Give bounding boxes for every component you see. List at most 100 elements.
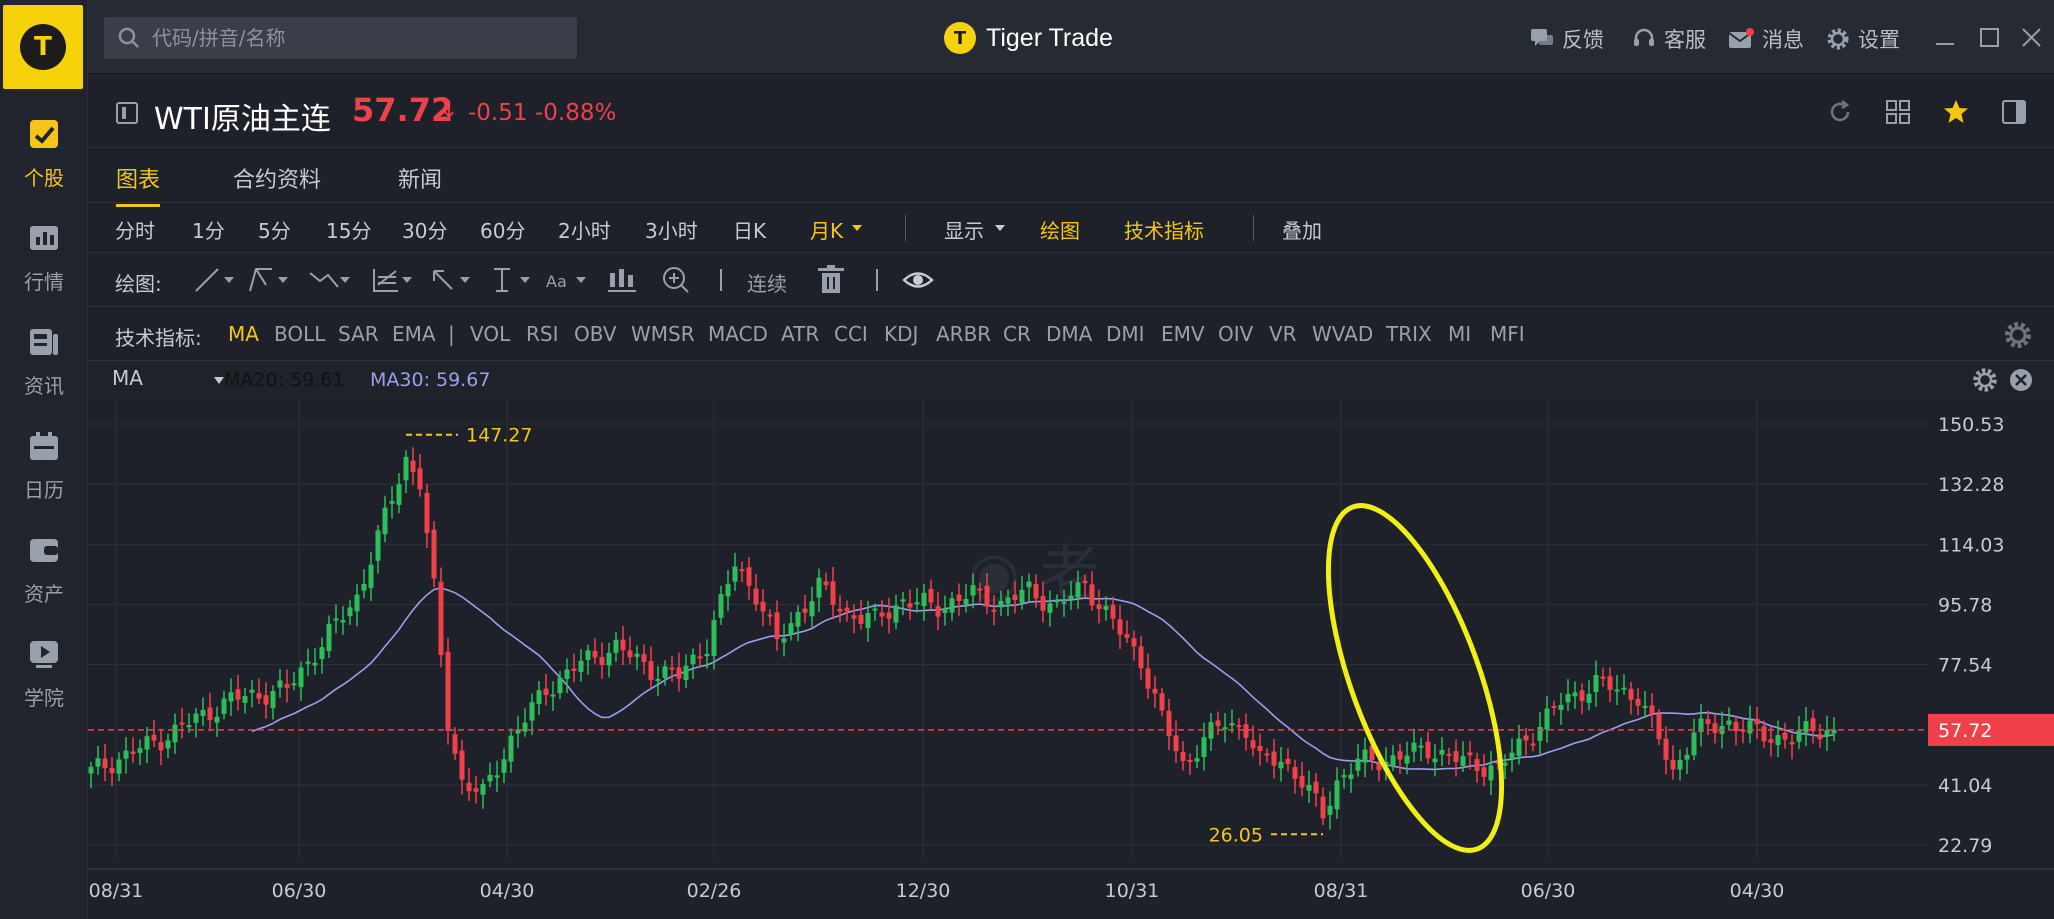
candle-body: [893, 605, 899, 623]
candle-body: [1761, 726, 1767, 742]
indicator-trix[interactable]: TRIX: [1386, 322, 1432, 346]
settings-button[interactable]: 设置: [1826, 24, 1900, 54]
candle-body: [998, 600, 1004, 608]
candle-body: [837, 608, 843, 612]
text-cursor-tool-icon[interactable]: [488, 265, 532, 295]
candle-body: [1040, 596, 1046, 611]
sidebar-item-market[interactable]: 行情: [0, 212, 88, 308]
fibonacci-tool-icon[interactable]: [370, 265, 414, 295]
candle-body: [1306, 784, 1312, 791]
bar-chart-icon: [30, 226, 58, 250]
indicator-wmsr[interactable]: WMSR: [631, 322, 695, 346]
minimize-icon[interactable]: [1930, 22, 1960, 52]
tab-news[interactable]: 新闻: [398, 168, 443, 193]
indicator-ema[interactable]: EMA: [392, 322, 436, 346]
indicator-oiv[interactable]: OIV: [1218, 322, 1254, 346]
ma-select[interactable]: MA: [112, 366, 224, 394]
indicator-vr[interactable]: VR: [1269, 322, 1297, 346]
indicator-atr[interactable]: ATR: [781, 322, 820, 346]
feedback-button[interactable]: 反馈: [1530, 24, 1604, 54]
search-input[interactable]: [152, 17, 562, 59]
period-15min[interactable]: 15分: [326, 219, 372, 243]
trash-icon[interactable]: [812, 265, 856, 295]
indicator-kdj[interactable]: KDJ: [884, 322, 919, 346]
tab-chart[interactable]: 图表: [116, 162, 161, 207]
indicator-ma[interactable]: MA: [228, 322, 259, 346]
display-menu-button[interactable]: 显示: [944, 219, 984, 243]
refresh-icon[interactable]: [1826, 98, 1854, 126]
tiger-logo[interactable]: T: [3, 5, 83, 89]
candle-body: [1551, 705, 1557, 708]
service-button[interactable]: 客服: [1632, 24, 1706, 54]
period-1min[interactable]: 1分: [192, 219, 225, 243]
candle-body: [830, 581, 836, 605]
indicator-rsi[interactable]: RSI: [526, 322, 559, 346]
feedback-label: 反馈: [1562, 28, 1604, 52]
sidebar-item-news[interactable]: 资讯: [0, 316, 88, 412]
indicator-dma[interactable]: DMA: [1046, 322, 1093, 346]
period-60min[interactable]: 60分: [480, 219, 526, 243]
candle-tool-icon[interactable]: [604, 265, 648, 295]
chart-grid: [88, 399, 2054, 870]
period-30min[interactable]: 30分: [402, 219, 448, 243]
star-icon[interactable]: [1942, 98, 1970, 126]
side-panel-icon[interactable]: [2000, 98, 2028, 126]
indicator-vol[interactable]: VOL: [470, 322, 511, 346]
indicator-mi[interactable]: MI: [1448, 322, 1472, 346]
indicator-macd[interactable]: MACD: [708, 322, 768, 346]
candle-body: [403, 456, 409, 481]
overlay-menu-button[interactable]: 叠加: [1282, 219, 1322, 243]
price-chart[interactable]: ◉ 老 150.53 132.28 114.03 95.78 77.54 57.72 41.…: [88, 399, 2054, 919]
candle-body: [508, 735, 514, 762]
indicator-boll[interactable]: BOLL: [274, 322, 326, 346]
sidebar-item-academy[interactable]: 学院: [0, 628, 88, 724]
candle-body: [1082, 580, 1088, 584]
panel-toggle-icon[interactable]: [116, 102, 138, 124]
candle-body: [1348, 774, 1354, 779]
period-monthly[interactable]: 月K: [810, 219, 844, 243]
grid-layout-icon[interactable]: [1884, 98, 1912, 126]
indicator-arbr[interactable]: ARBR: [936, 322, 992, 346]
period-2hour[interactable]: 2小时: [558, 219, 611, 243]
indicator-mfi[interactable]: MFI: [1490, 322, 1525, 346]
sidebar-item-assets[interactable]: 资产: [0, 524, 88, 620]
maximize-icon[interactable]: [1974, 22, 2004, 52]
indicator-wvad[interactable]: WVAD: [1312, 322, 1374, 346]
calendar-icon: [30, 432, 58, 460]
period-daily[interactable]: 日K: [733, 219, 767, 243]
zoom-icon[interactable]: [658, 265, 702, 295]
indicator-dmi[interactable]: DMI: [1106, 322, 1145, 346]
line-tool-icon[interactable]: [192, 265, 236, 295]
candle-body: [970, 585, 976, 596]
gear-icon[interactable]: [2004, 321, 2032, 349]
wave-tool-icon[interactable]: [308, 265, 352, 295]
messages-button[interactable]: 消息: [1728, 24, 1804, 54]
close-icon[interactable]: [2016, 22, 2046, 52]
continuous-toggle[interactable]: 连续: [747, 272, 787, 296]
sidebar-item-stock[interactable]: 个股: [0, 108, 88, 204]
indicator-cr[interactable]: CR: [1003, 322, 1031, 346]
channel-tool-icon[interactable]: [246, 265, 290, 295]
period-timeshare[interactable]: 分时: [115, 219, 155, 243]
indicator-cci[interactable]: CCI: [834, 322, 868, 346]
eye-icon[interactable]: [900, 265, 944, 295]
sidebar-item-calendar[interactable]: 日历: [0, 420, 88, 516]
candle-body: [949, 598, 955, 613]
indicator-menu-button[interactable]: 技术指标: [1124, 219, 1204, 243]
arrow-tool-icon[interactable]: [428, 265, 472, 295]
indicator-obv[interactable]: OBV: [574, 322, 617, 346]
indicator-sar[interactable]: SAR: [338, 322, 379, 346]
candle-body: [690, 654, 696, 665]
period-3hour[interactable]: 3小时: [645, 219, 698, 243]
candle-body: [578, 660, 584, 672]
text-tool-icon[interactable]: Aa: [544, 265, 588, 295]
period-5min[interactable]: 5分: [258, 219, 291, 243]
indicator-emv[interactable]: EMV: [1161, 322, 1205, 346]
y-tick-label: 114.03: [1938, 534, 2004, 556]
candle-body: [1145, 668, 1151, 689]
draw-menu-button[interactable]: 绘图: [1040, 219, 1080, 243]
gear-icon[interactable]: [1972, 367, 1998, 393]
close-icon[interactable]: [2008, 367, 2034, 393]
tab-contract-info[interactable]: 合约资料: [233, 168, 322, 193]
